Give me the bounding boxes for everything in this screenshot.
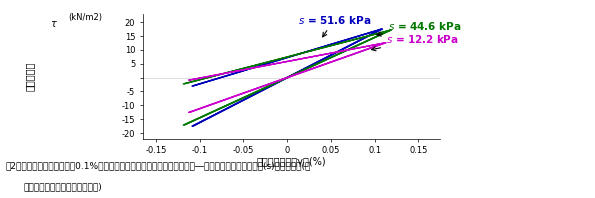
Text: $s$ = 12.2 kPa: $s$ = 12.2 kPa: [372, 33, 459, 51]
Text: せん断応力: せん断応力: [25, 62, 35, 91]
Text: $s$ = 51.6 kPa: $s$ = 51.6 kPa: [298, 13, 371, 37]
Text: $s$ = 44.6 kPa: $s$ = 44.6 kPa: [377, 20, 461, 36]
Text: り返し中空ねじり試験結果より): り返し中空ねじり試験結果より): [24, 182, 102, 191]
Text: (kN/m2): (kN/m2): [68, 13, 102, 22]
Text: τ: τ: [51, 19, 57, 29]
Text: 図2　片振幅せん断ひずみ的0.1%時における微小ひずみ領域における応力―ひずみ関係のサクション(s)による変化(繰: 図2 片振幅せん断ひずみ的0.1%時における微小ひずみ領域における応力―ひずみ関…: [6, 161, 311, 170]
X-axis label: せん断ひずみ　γ　(%): せん断ひずみ γ (%): [256, 157, 327, 167]
